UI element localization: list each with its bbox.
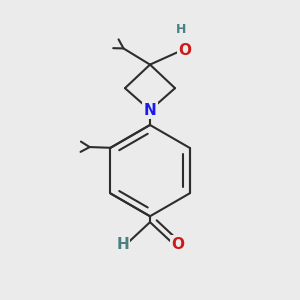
Text: H: H: [176, 23, 186, 36]
Text: O: O: [178, 43, 191, 58]
Text: H: H: [116, 237, 129, 252]
Text: N: N: [144, 103, 156, 118]
Text: O: O: [171, 237, 184, 252]
